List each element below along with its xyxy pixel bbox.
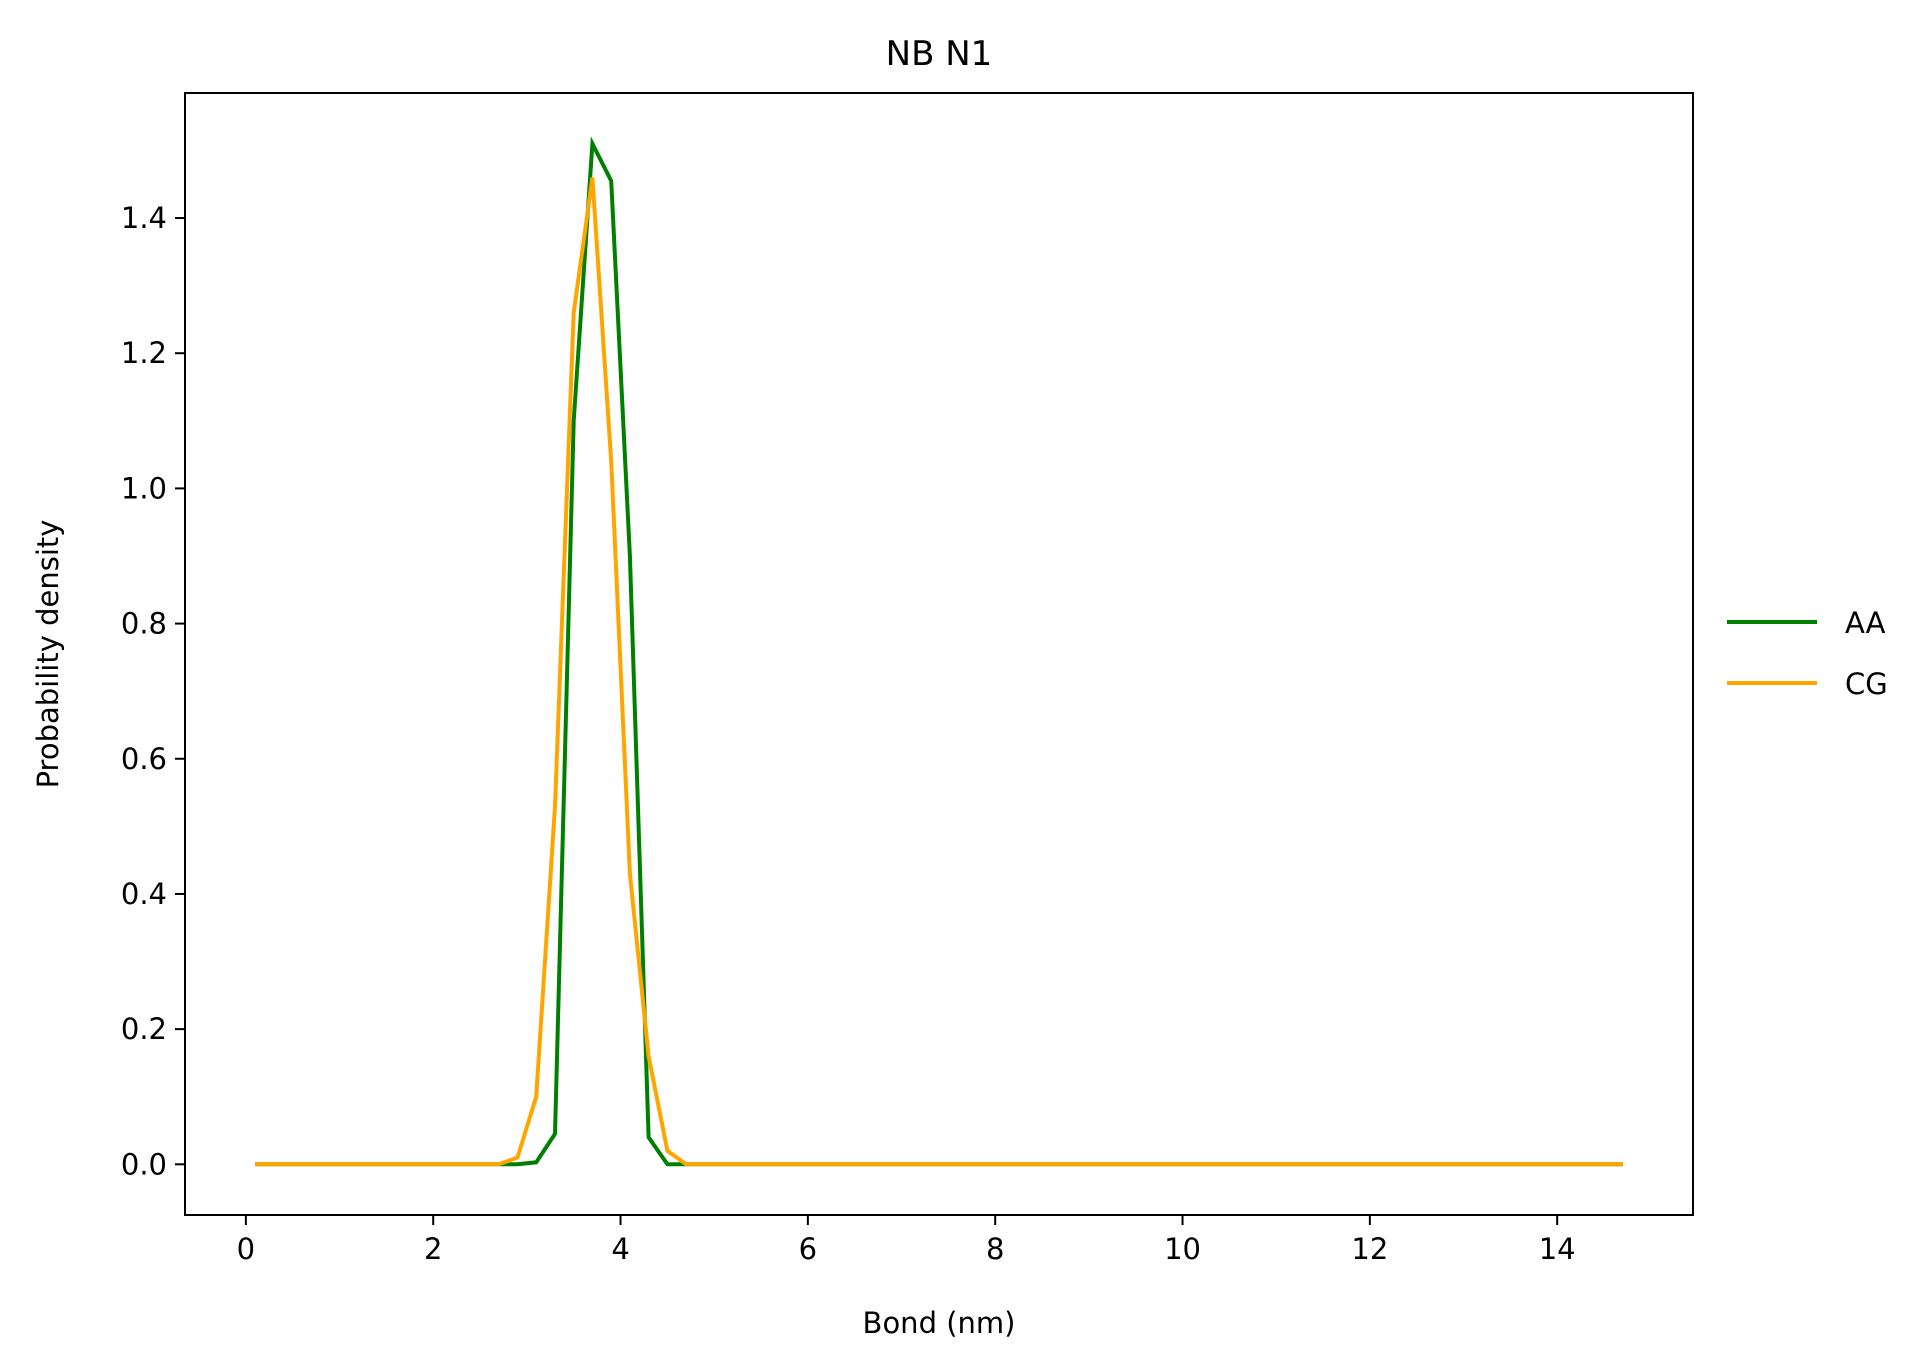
x-tick-label: 12 [1351,1232,1388,1266]
y-tick-label: 0.0 [121,1147,167,1181]
y-tick-label: 0.6 [121,742,167,776]
legend-label-cg: CG [1845,667,1888,701]
chart-title: NB N1 [886,34,993,74]
y-axis: 0.0 0.2 0.4 0.6 0.8 1.0 1.2 1.4 [121,201,185,1181]
x-axis-label: Bond (nm) [863,1306,1016,1340]
x-tick-label: 0 [237,1232,255,1266]
y-tick-label: 1.2 [121,336,167,370]
y-tick-label: 1.4 [121,201,167,235]
x-tick-label: 14 [1539,1232,1576,1266]
y-tick-label: 0.2 [121,1012,167,1046]
x-tick-label: 8 [986,1232,1004,1266]
series-line-aa [255,136,1623,1167]
x-axis: 0 2 4 6 8 10 12 14 [237,1215,1576,1266]
series-line-cg [255,177,1623,1167]
y-tick-label: 1.0 [121,471,167,505]
y-tick-label: 0.4 [121,877,167,911]
y-tick-label: 0.8 [121,607,167,641]
x-tick-label: 2 [424,1232,442,1266]
x-tick-label: 10 [1164,1232,1201,1266]
y-axis-label: Probability density [31,520,65,789]
plot-frame [184,92,1694,1216]
series-layer [255,136,1623,1167]
legend-label-aa: AA [1845,606,1886,640]
x-tick-label: 6 [799,1232,817,1266]
x-tick-label: 4 [611,1232,629,1266]
legend: AA CG [1727,606,1888,701]
